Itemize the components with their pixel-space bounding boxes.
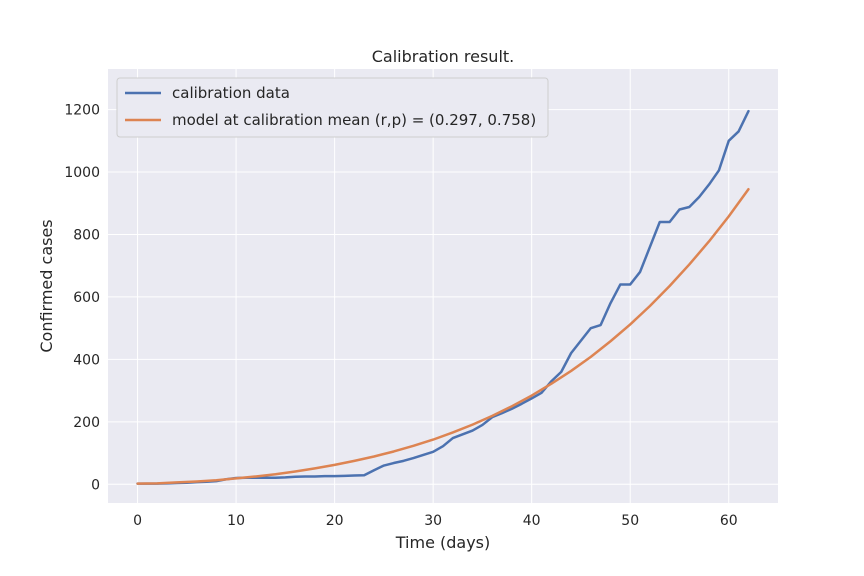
y-tick-label: 1200 — [64, 103, 100, 119]
model-line — [136, 187, 750, 485]
y-tick-label: 0 — [91, 477, 100, 493]
x-tick-label: 60 — [720, 513, 738, 529]
y-axis-label: Confirmed cases — [37, 219, 56, 352]
x-tick-label: 30 — [424, 513, 442, 529]
y-tick-label: 1000 — [64, 165, 100, 181]
y-tick-label: 800 — [73, 227, 100, 243]
y-tick-label: 400 — [73, 352, 100, 368]
y-tick-label: 600 — [73, 290, 100, 306]
x-tick-label: 50 — [621, 513, 639, 529]
legend-label-calibration: calibration data — [172, 84, 290, 102]
chart-title: Calibration result. — [372, 47, 515, 66]
x-tick-label: 10 — [227, 513, 245, 529]
legend-box — [116, 77, 549, 138]
x-axis-label: Time (days) — [395, 533, 491, 552]
legend: calibration data model at calibration me… — [116, 77, 549, 138]
legend-label-model: model at calibration mean (r,p) = (0.297… — [172, 111, 536, 129]
plot-background — [108, 69, 778, 503]
y-tick-label: 200 — [73, 415, 100, 431]
x-tick-label: 40 — [523, 513, 541, 529]
x-tick-label: 20 — [326, 513, 344, 529]
x-tick-label: 0 — [133, 513, 142, 529]
series-layer — [136, 109, 750, 485]
